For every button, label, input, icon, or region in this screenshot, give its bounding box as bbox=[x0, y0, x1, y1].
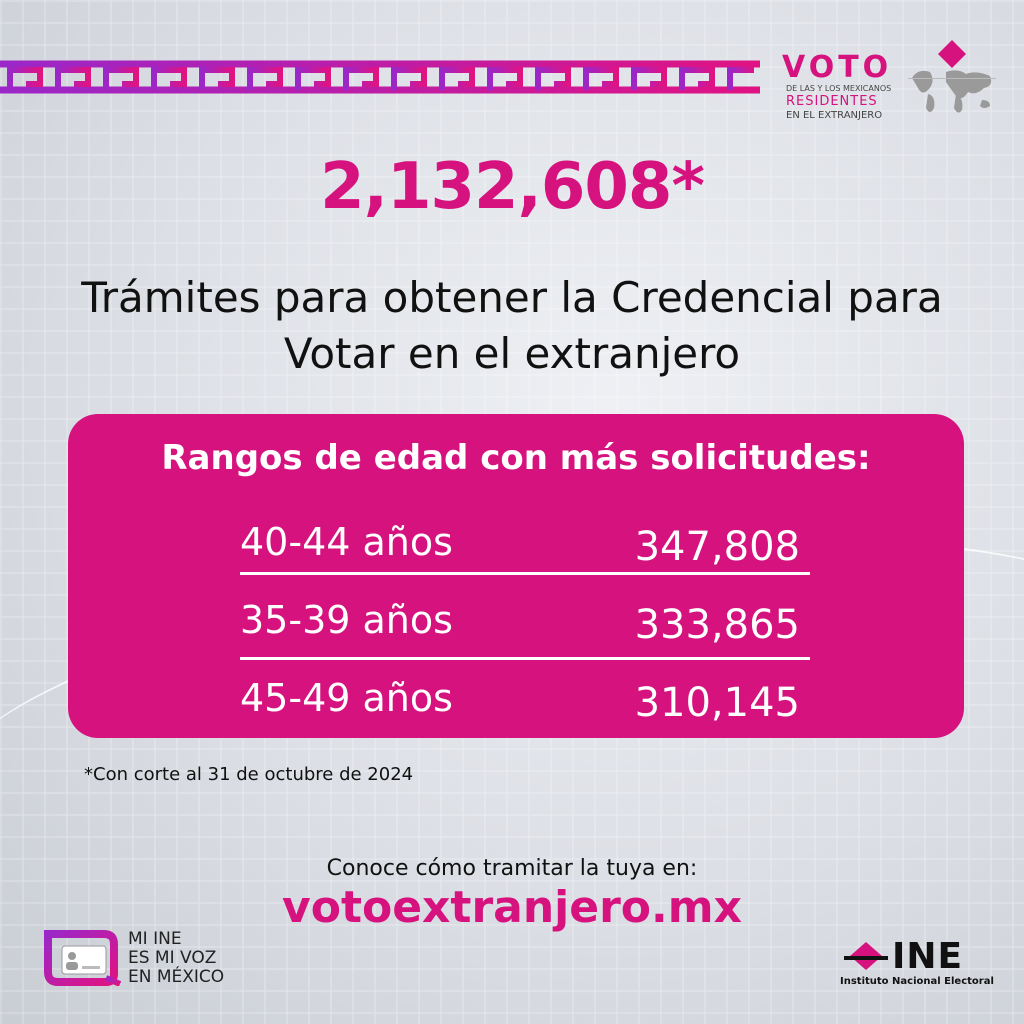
decorative-pattern-band bbox=[0, 60, 760, 94]
age-range-count: 333,865 bbox=[634, 602, 800, 648]
ine-logo: INE Instituto Nacional Electoral bbox=[840, 936, 994, 992]
age-range-count: 347,808 bbox=[634, 524, 800, 570]
age-range-row: 35-39 años 333,865 bbox=[240, 584, 810, 664]
total-procedures-number: 2,132,608* bbox=[320, 150, 705, 224]
voto-word: VOTO bbox=[782, 50, 893, 85]
cta-url-link[interactable]: votoextranjero.mx bbox=[282, 882, 742, 933]
card-title: Rangos de edad con más solicitudes: bbox=[161, 438, 871, 478]
age-range-row: 45-49 años 310,145 bbox=[240, 662, 810, 742]
voto-subtitle-line1: DE LAS Y LOS MEXICANOS bbox=[786, 84, 892, 93]
footnote: *Con corte al 31 de octubre de 2024 bbox=[84, 764, 414, 785]
ine-full-name: Instituto Nacional Electoral bbox=[840, 976, 994, 987]
ine-ballot-icon bbox=[844, 942, 888, 970]
mi-ine-logo: MI INE ES MI VOZ EN MÉXICO bbox=[44, 930, 264, 994]
ine-word: INE bbox=[892, 936, 964, 977]
mi-ine-line2: ES MI VOZ bbox=[128, 948, 217, 968]
id-card-icon bbox=[44, 930, 122, 986]
voto-subtitle-line3: EN EL EXTRANJERO bbox=[786, 110, 883, 121]
row-divider bbox=[240, 572, 810, 575]
age-ranges-card: Rangos de edad con más solicitudes: 40-4… bbox=[68, 414, 964, 738]
age-range-label: 45-49 años bbox=[240, 676, 453, 720]
headline-subtitle: Trámites para obtener la Credencial para… bbox=[81, 273, 943, 378]
age-range-label: 40-44 años bbox=[240, 520, 453, 564]
mi-ine-line1: MI INE bbox=[128, 929, 182, 949]
voto-extranjero-logo: VOTO DE LAS Y LOS MEXICANOS RESIDENTES E… bbox=[782, 40, 1002, 130]
mi-ine-line3: EN MÉXICO bbox=[128, 967, 225, 987]
age-range-label: 35-39 años bbox=[240, 598, 453, 642]
voto-subtitle-line2: RESIDENTES bbox=[786, 94, 878, 109]
age-range-row: 40-44 años 347,808 bbox=[240, 506, 810, 586]
age-range-count: 310,145 bbox=[634, 680, 800, 726]
row-divider bbox=[240, 657, 810, 660]
world-map-ballot-icon bbox=[908, 40, 996, 113]
cta-text: Conoce cómo tramitar la tuya en: bbox=[326, 856, 698, 881]
